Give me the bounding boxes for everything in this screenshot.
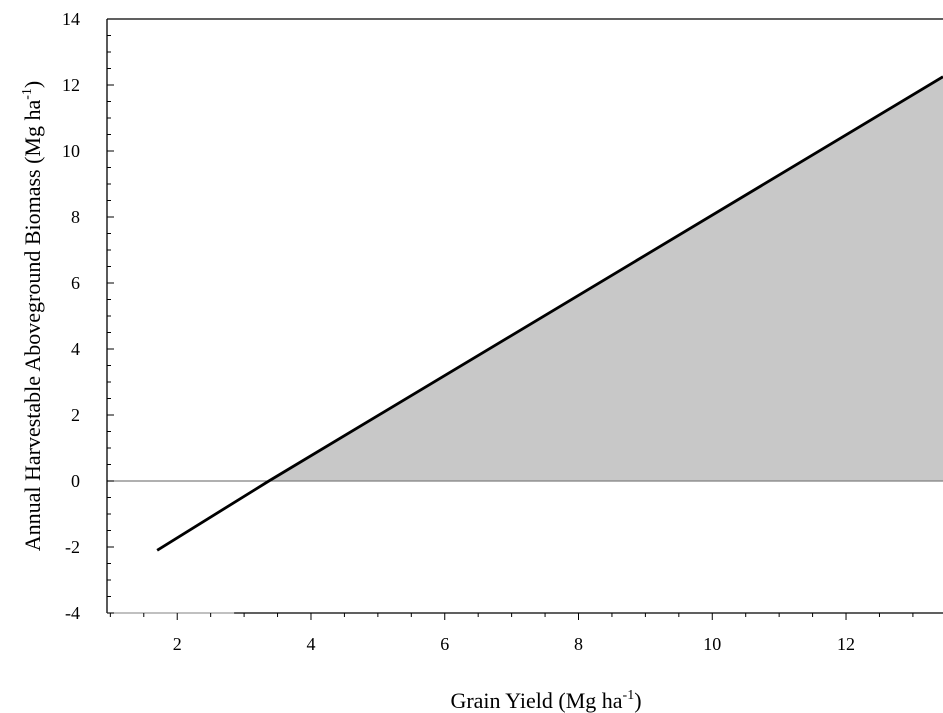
y-axis-title-close: ) bbox=[20, 81, 45, 88]
x-axis-title-superscript: -1 bbox=[623, 688, 635, 703]
ticks-layer bbox=[107, 18, 914, 620]
y-axis-title-main: Annual Harvestable Aboveground Biomass (… bbox=[20, 100, 45, 552]
series-line bbox=[156, 75, 943, 552]
y-tick-label: 8 bbox=[71, 207, 80, 227]
y-tick-label: 14 bbox=[62, 9, 80, 29]
x-axis-title-main: Grain Yield (Mg ha bbox=[450, 688, 622, 713]
x-axis-title: Grain Yield (Mg ha-1) bbox=[450, 688, 641, 713]
x-tick-label: 8 bbox=[574, 634, 583, 654]
x-tick-label: 4 bbox=[306, 634, 315, 654]
y-tick-label: 10 bbox=[62, 141, 80, 161]
y-tick-label: 0 bbox=[71, 471, 80, 491]
y-axis-title-superscript: -1 bbox=[20, 88, 35, 100]
x-tick-label: 6 bbox=[440, 634, 449, 654]
x-tick-label: 12 bbox=[837, 634, 855, 654]
x-tick-label: 10 bbox=[703, 634, 721, 654]
x-tick-label: 2 bbox=[173, 634, 182, 654]
y-tick-label: 2 bbox=[71, 405, 80, 425]
y-tick-label: 12 bbox=[62, 75, 80, 95]
y-tick-label: 4 bbox=[71, 339, 80, 359]
series-layer bbox=[156, 75, 943, 552]
x-axis-title-close: ) bbox=[634, 688, 641, 713]
y-tick-label: 6 bbox=[71, 273, 80, 293]
y-tick-label: -2 bbox=[65, 537, 80, 557]
tick-labels-layer: 2 4 6 8 10 12 -4 -2 0 2 4 6 8 10 12 14 bbox=[62, 9, 855, 654]
y-tick-label: -4 bbox=[65, 603, 80, 623]
y-axis-title: Annual Harvestable Aboveground Biomass (… bbox=[20, 81, 45, 552]
